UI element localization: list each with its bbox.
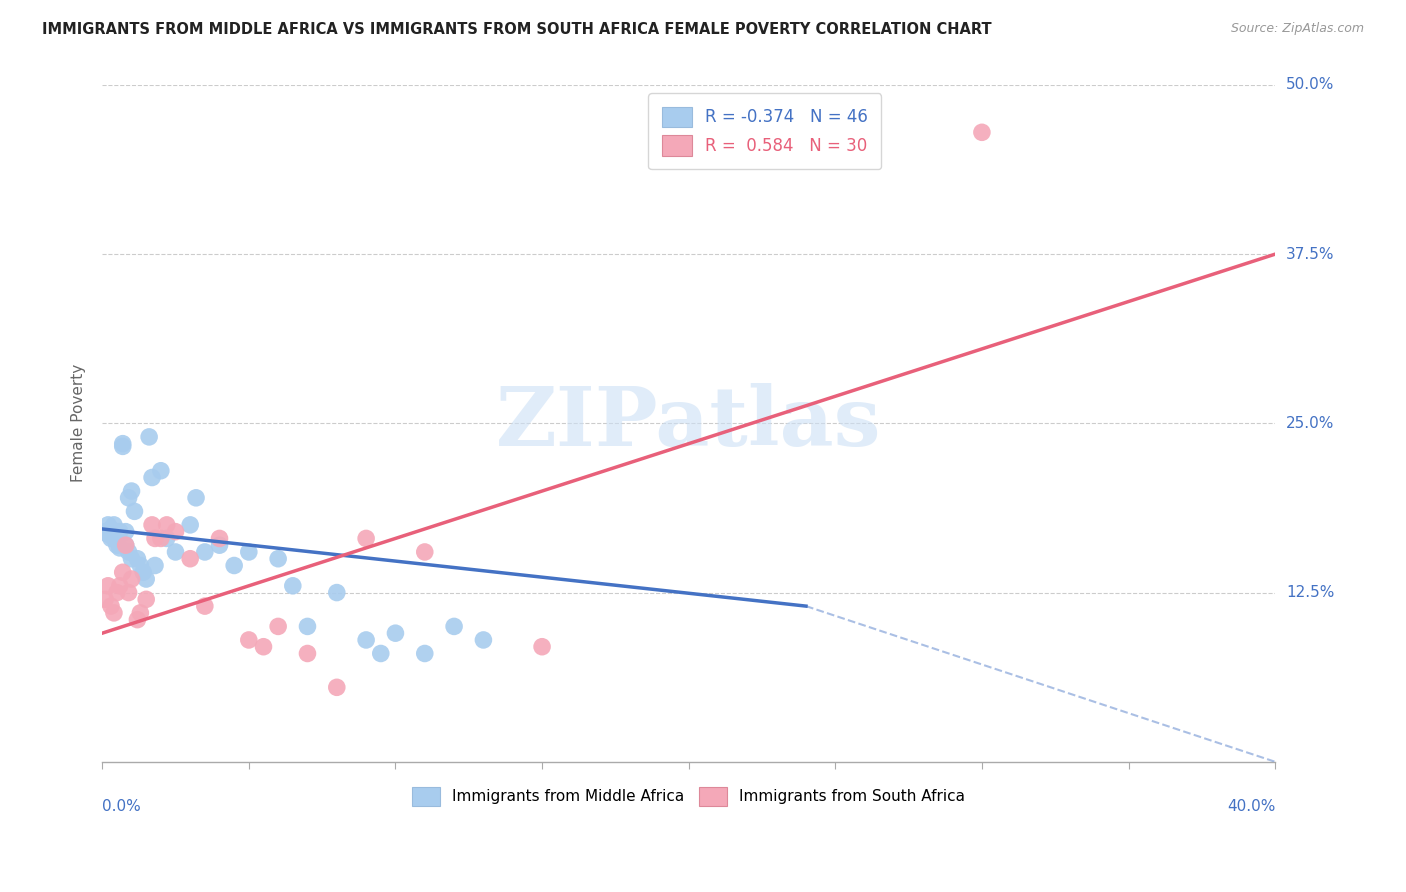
Point	[443, 619, 465, 633]
Point	[117, 491, 139, 505]
Point	[111, 566, 134, 580]
Text: IMMIGRANTS FROM MIDDLE AFRICA VS IMMIGRANTS FROM SOUTH AFRICA FEMALE POVERTY COR: IMMIGRANTS FROM MIDDLE AFRICA VS IMMIGRA…	[42, 22, 991, 37]
Point	[297, 647, 319, 661]
Point	[94, 592, 117, 607]
Point	[326, 585, 349, 599]
Point	[132, 566, 155, 580]
Point	[238, 632, 260, 647]
Point	[108, 524, 131, 539]
Point	[121, 484, 143, 499]
Point	[252, 640, 274, 654]
Point	[138, 430, 160, 444]
Point	[267, 551, 290, 566]
Point	[135, 572, 157, 586]
Point	[165, 545, 187, 559]
Point	[97, 517, 120, 532]
Point	[413, 545, 436, 559]
Point	[224, 558, 246, 573]
Point	[326, 681, 349, 695]
Point	[127, 613, 149, 627]
Point	[281, 579, 304, 593]
Point	[114, 524, 136, 539]
Point	[94, 524, 117, 539]
Point	[135, 592, 157, 607]
Text: 40.0%: 40.0%	[1227, 799, 1275, 814]
Point	[184, 491, 207, 505]
Point	[111, 439, 134, 453]
Point	[103, 517, 125, 532]
Point	[179, 517, 201, 532]
Point	[124, 504, 146, 518]
Point	[297, 619, 319, 633]
Point	[105, 534, 128, 549]
Point	[384, 626, 406, 640]
Point	[129, 606, 152, 620]
Point	[354, 632, 377, 647]
Point	[108, 579, 131, 593]
Point	[127, 551, 149, 566]
Text: Source: ZipAtlas.com: Source: ZipAtlas.com	[1230, 22, 1364, 36]
Point	[105, 538, 128, 552]
Point	[370, 647, 392, 661]
Point	[531, 640, 554, 654]
Point	[208, 538, 231, 552]
Text: ZIPatlas: ZIPatlas	[496, 384, 882, 463]
Point	[100, 522, 122, 536]
Point	[100, 599, 122, 613]
Point	[194, 545, 217, 559]
Point	[103, 532, 125, 546]
Point	[413, 647, 436, 661]
Point	[141, 517, 163, 532]
Point	[97, 527, 120, 541]
Point	[111, 436, 134, 450]
Point	[354, 532, 377, 546]
Point	[105, 585, 128, 599]
Point	[129, 558, 152, 573]
Text: 12.5%: 12.5%	[1286, 585, 1334, 600]
Y-axis label: Female Poverty: Female Poverty	[72, 364, 86, 483]
Point	[114, 538, 136, 552]
Text: 25.0%: 25.0%	[1286, 416, 1334, 431]
Point	[108, 541, 131, 555]
Point	[117, 585, 139, 599]
Point	[121, 572, 143, 586]
Text: 0.0%: 0.0%	[103, 799, 141, 814]
Text: 37.5%: 37.5%	[1286, 247, 1334, 261]
Text: 50.0%: 50.0%	[1286, 78, 1334, 93]
Point	[143, 558, 166, 573]
Point	[165, 524, 187, 539]
Point	[141, 470, 163, 484]
Point	[121, 551, 143, 566]
Point	[156, 517, 179, 532]
Point	[143, 532, 166, 546]
Point	[208, 532, 231, 546]
Point	[194, 599, 217, 613]
Point	[238, 545, 260, 559]
Point	[97, 579, 120, 593]
Point	[156, 532, 179, 546]
Point	[970, 125, 993, 139]
Point	[117, 545, 139, 559]
Point	[267, 619, 290, 633]
Point	[149, 464, 172, 478]
Point	[179, 551, 201, 566]
Point	[100, 532, 122, 546]
Point	[103, 606, 125, 620]
Point	[149, 532, 172, 546]
Point	[114, 538, 136, 552]
Point	[472, 632, 495, 647]
Legend: Immigrants from Middle Africa, Immigrants from South Africa: Immigrants from Middle Africa, Immigrant…	[406, 780, 972, 812]
